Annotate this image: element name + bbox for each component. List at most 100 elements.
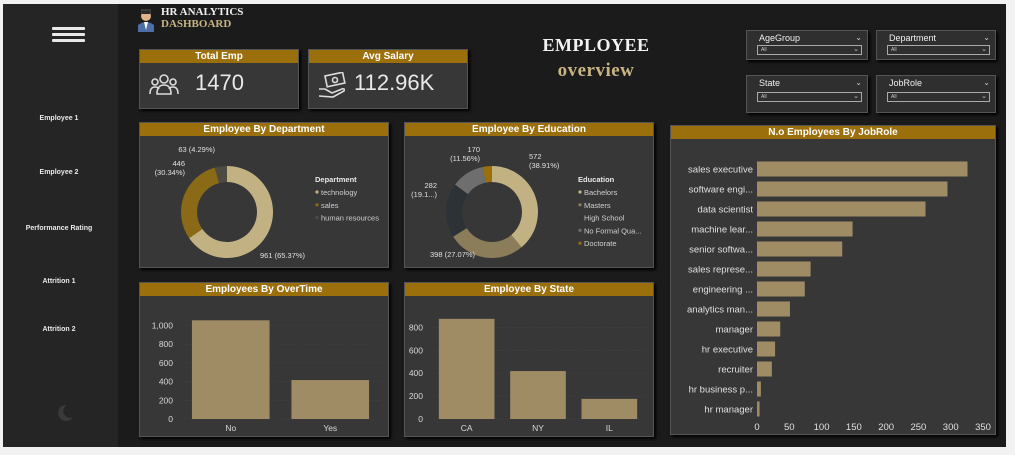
x-tick-label: 50	[784, 422, 795, 433]
donut-slice-masters	[453, 228, 522, 258]
slicer-state[interactable]: State ⌄ All ⌄	[746, 75, 868, 113]
dropdown-arrow-icon: ⌄	[853, 46, 859, 53]
chart-title: Employee By State	[405, 283, 653, 296]
menu-icon[interactable]	[52, 27, 85, 43]
data-label: 961 (65.37%)	[260, 251, 306, 260]
data-label: 170 (11.56%)	[450, 145, 480, 163]
y-tick-label: sales represe...	[688, 265, 753, 276]
x-tick-label: 250	[910, 422, 926, 433]
legend-marker	[315, 203, 319, 207]
kpi-value: 1470	[195, 70, 244, 95]
y-tick-label: 800	[159, 339, 173, 349]
legend-marker	[578, 203, 582, 207]
bar	[757, 381, 761, 397]
donut-slice-no-formal-qua-	[455, 166, 486, 195]
kpi-avg-salary: Avg Salary 112.96K	[308, 49, 468, 109]
y-tick-label: data scientist	[698, 205, 754, 216]
y-tick-label: engineering ...	[693, 285, 753, 296]
bar	[757, 161, 968, 177]
x-tick-label: No	[225, 423, 236, 433]
legend-item: Masters	[584, 201, 611, 210]
slicer-jobrole[interactable]: JobRole ⌄ All ⌄	[876, 75, 996, 113]
data-label: 282 (19.1...)	[411, 181, 437, 199]
slicer-label: AgeGroup	[759, 33, 801, 43]
theme-toggle-icon[interactable]	[55, 403, 75, 423]
donut-slice-doctorate	[482, 166, 492, 183]
chart-title: Employee By Department	[140, 123, 388, 136]
y-tick-label: 1,000	[152, 320, 174, 330]
donut-slice-technology	[189, 166, 273, 258]
nav-employee-2[interactable]: Employee 2	[39, 169, 79, 176]
legend-marker	[578, 228, 582, 232]
kpi-title: Total Emp	[140, 50, 298, 63]
y-tick-label: 200	[159, 395, 173, 405]
bar	[757, 241, 843, 257]
x-tick-label: 100	[814, 422, 830, 433]
slicer-department[interactable]: Department ⌄ All ⌄	[876, 30, 996, 60]
y-tick-label: senior softwa...	[689, 245, 753, 256]
kpi-total-emp: Total Emp 1470	[139, 49, 299, 109]
x-tick-label: NY	[532, 423, 544, 433]
bar	[757, 261, 811, 277]
slicer-dropdown[interactable]: All ⌄	[887, 92, 990, 102]
chart-card-department: Employee By Department 961 (65.37%) 446 (3…	[139, 122, 389, 268]
x-tick-label: 300	[943, 422, 959, 433]
dropdown-arrow-icon: ⌄	[853, 93, 859, 100]
sidebar	[3, 4, 118, 447]
chevron-down-icon[interactable]: ⌄	[983, 33, 990, 42]
nav-employee-1[interactable]: Employee 1	[39, 115, 79, 122]
legend-marker	[578, 241, 582, 245]
y-tick-label: 400	[409, 368, 423, 378]
x-tick-label: 200	[878, 422, 894, 433]
donut-slice-high-school	[446, 184, 468, 237]
legend-item: No Formal Qua...	[584, 226, 642, 235]
education-donut-chart: 572 (38.91%) 398 (27.07%) 282 (19.1...) 170 (1…	[411, 145, 642, 259]
chart-title: Employees By OverTime	[140, 283, 388, 296]
y-tick-label: 0	[418, 414, 423, 424]
chart-title: N.o Employees By JobRole	[671, 126, 995, 139]
y-tick-label: analytics man...	[687, 305, 753, 316]
slicer-value: All	[761, 47, 767, 53]
legend-item: technology	[321, 188, 358, 197]
overtime-bar-chart: 0 200 400 600 800 1,000 No Yes	[152, 320, 380, 433]
chevron-down-icon[interactable]: ⌄	[855, 78, 862, 87]
nav-attrition-1[interactable]: Attrition 1	[42, 278, 76, 285]
slicer-dropdown[interactable]: All ⌄	[757, 92, 862, 102]
x-tick-label: Yes	[323, 423, 337, 433]
money-hand-icon	[318, 72, 346, 98]
nav-performance-rating[interactable]: Performance Rating	[25, 225, 93, 232]
legend-marker	[578, 216, 582, 220]
y-tick-label: 800	[409, 322, 423, 332]
data-label: 572 (38.91%)	[529, 152, 560, 170]
data-label: 63 (4.29%)	[178, 145, 215, 154]
chevron-down-icon[interactable]: ⌄	[983, 78, 990, 87]
slicer-dropdown[interactable]: All ⌄	[887, 45, 990, 55]
y-tick-label: 0	[168, 414, 173, 424]
legend-item: sales	[321, 201, 339, 210]
y-tick-label: hr business p...	[689, 385, 753, 396]
x-tick-label: 150	[846, 422, 862, 433]
slicer-value: All	[891, 94, 897, 100]
slicer-value: All	[891, 47, 897, 53]
slicer-agegroup[interactable]: AgeGroup ⌄ All ⌄	[746, 30, 868, 60]
slicer-label: Department	[889, 33, 937, 43]
slicer-dropdown[interactable]: All ⌄	[757, 45, 862, 55]
bar	[581, 398, 638, 419]
bar	[757, 341, 776, 357]
chart-card-overtime: Employees By OverTime 0 200 400 600 800 1,000…	[139, 282, 389, 437]
bar	[510, 371, 566, 419]
nav-attrition-2[interactable]: Attrition 2	[42, 326, 76, 333]
data-label: 446 (30.34%)	[155, 159, 186, 177]
bar	[757, 281, 805, 297]
bar	[757, 361, 772, 377]
chevron-down-icon[interactable]: ⌄	[855, 33, 862, 42]
kpi-value: 112.96K	[354, 70, 435, 95]
donut-slice-human-resources	[214, 166, 227, 184]
page-subtitle: overview	[557, 60, 635, 81]
legend-marker	[578, 190, 582, 194]
people-icon	[149, 74, 179, 95]
chart-card-state: Employee By State 0 200 400 600 800 CA NY IL	[404, 282, 654, 437]
jobrole-bar-chart: sales executive software engi... data scie…	[687, 161, 991, 433]
x-tick-label: IL	[606, 423, 613, 433]
chart-card-jobrole: N.o Employees By JobRole sales executive…	[670, 125, 996, 435]
